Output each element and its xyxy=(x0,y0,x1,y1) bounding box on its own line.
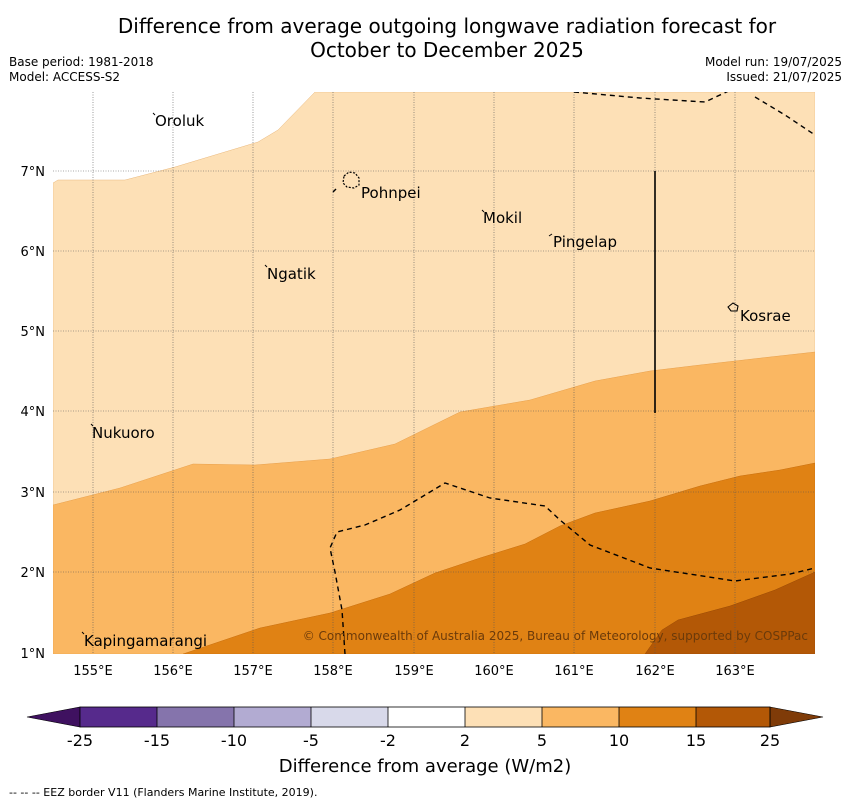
colorbar-segment xyxy=(696,707,770,727)
footnote: -- -- -- EEZ border V11 (Flanders Marine… xyxy=(9,786,318,799)
place-kosrae: Kosrae xyxy=(740,307,791,325)
colorbar-title: Difference from average (W/m2) xyxy=(278,756,572,777)
place-ngatik: Ngatik xyxy=(267,265,316,283)
place-oroluk: Oroluk xyxy=(155,112,204,130)
eez-borders xyxy=(329,92,815,654)
colorbar-segment xyxy=(80,707,157,727)
lon-tick: 157°E xyxy=(233,664,273,679)
colorbar-tick: -15 xyxy=(144,731,170,750)
lon-tick: 161°E xyxy=(554,664,594,679)
atoll-marks xyxy=(81,112,553,635)
model-run: Model run: 19/07/2025 xyxy=(704,55,842,69)
lat-axis: 7°N 6°N 5°N 4°N 3°N 2°N 1°N xyxy=(21,165,46,662)
lat-tick: 6°N xyxy=(21,245,46,260)
forecast-map: Oroluk Pohnpei Mokil Pingelap Ngatik Kos… xyxy=(21,92,824,750)
lat-tick: 3°N xyxy=(21,486,46,501)
lat-tick: 5°N xyxy=(21,325,46,340)
colorbar-tick: -5 xyxy=(303,731,319,750)
lat-tick: 4°N xyxy=(21,405,46,420)
kosrae-island xyxy=(727,302,739,312)
model-name: Model: ACCESS-S2 xyxy=(9,70,121,84)
colorbar-tick: -2 xyxy=(380,731,396,750)
copyright-text: © Commonwealth of Australia 2025, Bureau… xyxy=(303,629,808,643)
colorbar-segment xyxy=(619,707,696,727)
colorbar-tick: -10 xyxy=(221,731,247,750)
base-period: Base period: 1981-2018 xyxy=(9,55,154,69)
lon-tick: 162°E xyxy=(635,664,675,679)
place-nukuoro: Nukuoro xyxy=(92,424,155,442)
colorbar: -25 -15 -10 -5 -2 2 5 10 15 25 xyxy=(26,706,824,750)
colorbar-segment xyxy=(465,707,542,727)
pohnpei-island xyxy=(342,171,360,189)
place-pingelap: Pingelap xyxy=(553,233,617,251)
region-15-to-25 xyxy=(644,571,815,654)
colorbar-segment xyxy=(388,707,465,727)
lat-tick: 7°N xyxy=(21,165,46,180)
issued-date: Issued: 21/07/2025 xyxy=(726,70,842,84)
colorbar-segment xyxy=(157,707,234,727)
place-mokil: Mokil xyxy=(483,209,522,227)
colorbar-tick: 15 xyxy=(686,731,706,750)
contour-fill-layer xyxy=(53,92,815,654)
colorbar-segment xyxy=(542,707,619,727)
lat-tick: 2°N xyxy=(21,566,46,581)
lon-tick: 156°E xyxy=(153,664,193,679)
colorbar-tick: 5 xyxy=(537,731,547,750)
region-10-to-15 xyxy=(182,462,815,654)
lon-tick: 158°E xyxy=(313,664,353,679)
meta-right: Model run: 19/07/2025 Issued: 21/07/2025 xyxy=(705,55,842,85)
colorbar-tick: 2 xyxy=(460,731,470,750)
colorbar-tick: -25 xyxy=(67,731,93,750)
colorbar-ticks: -25 -15 -10 -5 -2 2 5 10 15 25 xyxy=(67,731,780,750)
map-title: Difference from average outgoing longwav… xyxy=(0,14,850,62)
title-line-1: Difference from average outgoing longwav… xyxy=(117,14,777,38)
title-line-2: October to December 2025 xyxy=(310,38,584,62)
lat-tick: 1°N xyxy=(21,647,46,662)
lon-tick: 163°E xyxy=(715,664,755,679)
colorbar-tick: 10 xyxy=(609,731,629,750)
colorbar-frame xyxy=(79,706,771,728)
colorbar-segment xyxy=(311,707,388,727)
colorbar-segment xyxy=(234,707,311,727)
colorbar-extend-low xyxy=(26,706,81,728)
colorbar-extend-high xyxy=(769,706,824,728)
lon-axis: 155°E 156°E 157°E 158°E 159°E 160°E 161°… xyxy=(73,664,755,679)
place-kapingamarangi: Kapingamarangi xyxy=(84,632,207,650)
lon-tick: 160°E xyxy=(474,664,514,679)
colorbar-dividers xyxy=(156,707,697,727)
colorbar-tick: 25 xyxy=(760,731,780,750)
lon-tick: 155°E xyxy=(73,664,113,679)
lon-tick: 159°E xyxy=(394,664,434,679)
meta-left: Base period: 1981-2018 Model: ACCESS-S2 xyxy=(9,55,154,85)
place-pohnpei: Pohnpei xyxy=(361,184,421,202)
